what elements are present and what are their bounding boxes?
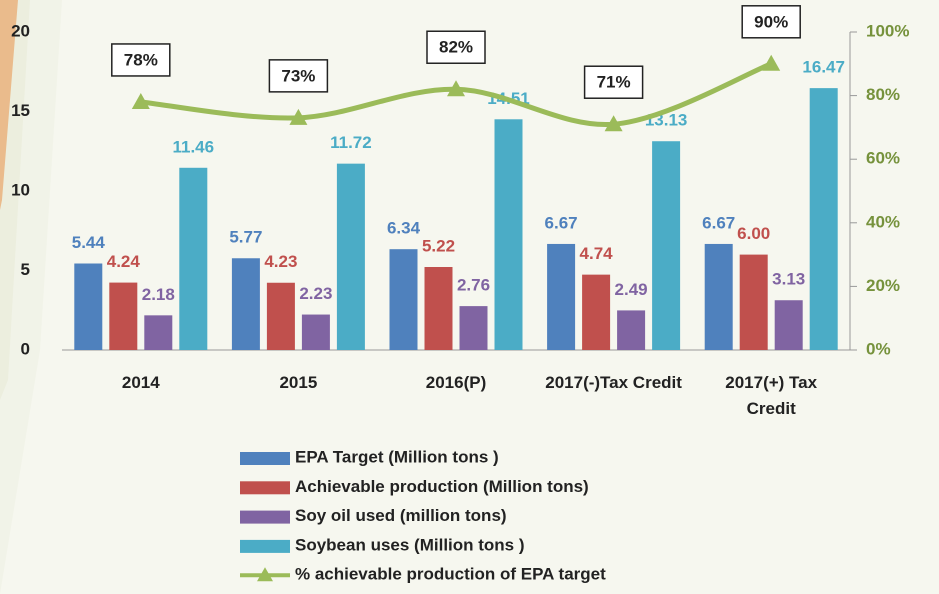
data-label: 6.34 [387,219,421,238]
marker [762,55,780,71]
bar [390,249,418,350]
y-tick-label: 15 [11,101,30,120]
bar [740,255,768,350]
bar [144,315,172,350]
data-label: 90% [754,12,788,31]
data-label: 82% [439,38,473,57]
chart: 0 5 10 15 20 0% 20% 40% 60% 80% 100% 5.44 5.77 6.34 6.… [0,0,939,594]
legend-swatch [240,511,290,524]
legend-label: Soy oil used (million tons) [295,506,507,525]
data-label: 4.24 [107,252,141,271]
data-label: 6.67 [702,213,735,232]
bar [460,306,488,350]
legend-label: % achievable production of EPA target [295,565,606,584]
data-label: 5.77 [229,228,262,247]
bar [810,88,838,350]
bar [74,264,102,350]
data-label: 3.13 [772,270,805,289]
bar [582,275,610,350]
bar [705,244,733,350]
page: 0 5 10 15 20 0% 20% 40% 60% 80% 100% 5.44 5.77 6.34 6.… [0,0,939,594]
bar [775,300,803,350]
data-label: 4.74 [580,244,614,263]
legend-swatch [240,481,290,494]
bar [547,244,575,350]
y2-tick-label: 40% [866,212,900,231]
bar [302,315,330,350]
y2-tick-label: 80% [866,85,900,104]
legend-swatch [240,540,290,553]
bar [232,258,260,350]
data-label: 5.22 [422,236,455,255]
legend-swatch [240,452,290,465]
data-label: 2.23 [299,284,332,303]
y-tick-label: 5 [21,260,30,279]
data-label: 5.44 [72,233,106,252]
data-label: 4.23 [264,252,297,271]
data-label: 6.67 [545,213,578,232]
bar [109,283,137,350]
bar [652,141,680,350]
data-label: 2.18 [142,285,175,304]
data-label: 11.46 [172,137,214,156]
data-label: 73% [281,66,315,85]
x-tick-label: 2016(P) [386,370,526,396]
y-tick-label: 0 [21,339,30,358]
bar [179,168,207,350]
y2-tick-label: 60% [866,149,900,168]
legend-label: Achievable production (Million tons) [295,477,589,496]
y2-tick-label: 20% [866,276,900,295]
bar [267,283,295,350]
legend-label: EPA Target (Million tons ) [295,447,499,466]
x-tick-label: 2014 [71,370,211,396]
bar [425,267,453,350]
x-tick-label: 2017(-)Tax Credit [544,370,684,396]
decor [0,0,62,594]
y2-tick-label: 100% [866,21,909,40]
data-label: 11.72 [330,133,372,152]
y-tick-label: 10 [11,180,30,199]
data-label: 2.76 [457,276,490,295]
x-tick-label: 2017(+) Tax Credit [701,370,841,422]
x-tick-label: 2015 [228,370,368,396]
data-label: 16.47 [802,58,845,77]
y-tick-label: 20 [11,21,30,40]
bar [617,310,645,350]
data-label: 78% [124,50,158,69]
bar [337,164,365,350]
bar [495,119,523,350]
data-label: 6.00 [737,224,770,243]
legend-label: Soybean uses (Million tons ) [295,535,525,554]
y2-tick-label: 0% [866,339,891,358]
data-label: 2.49 [615,280,648,299]
data-label: 71% [597,73,631,92]
